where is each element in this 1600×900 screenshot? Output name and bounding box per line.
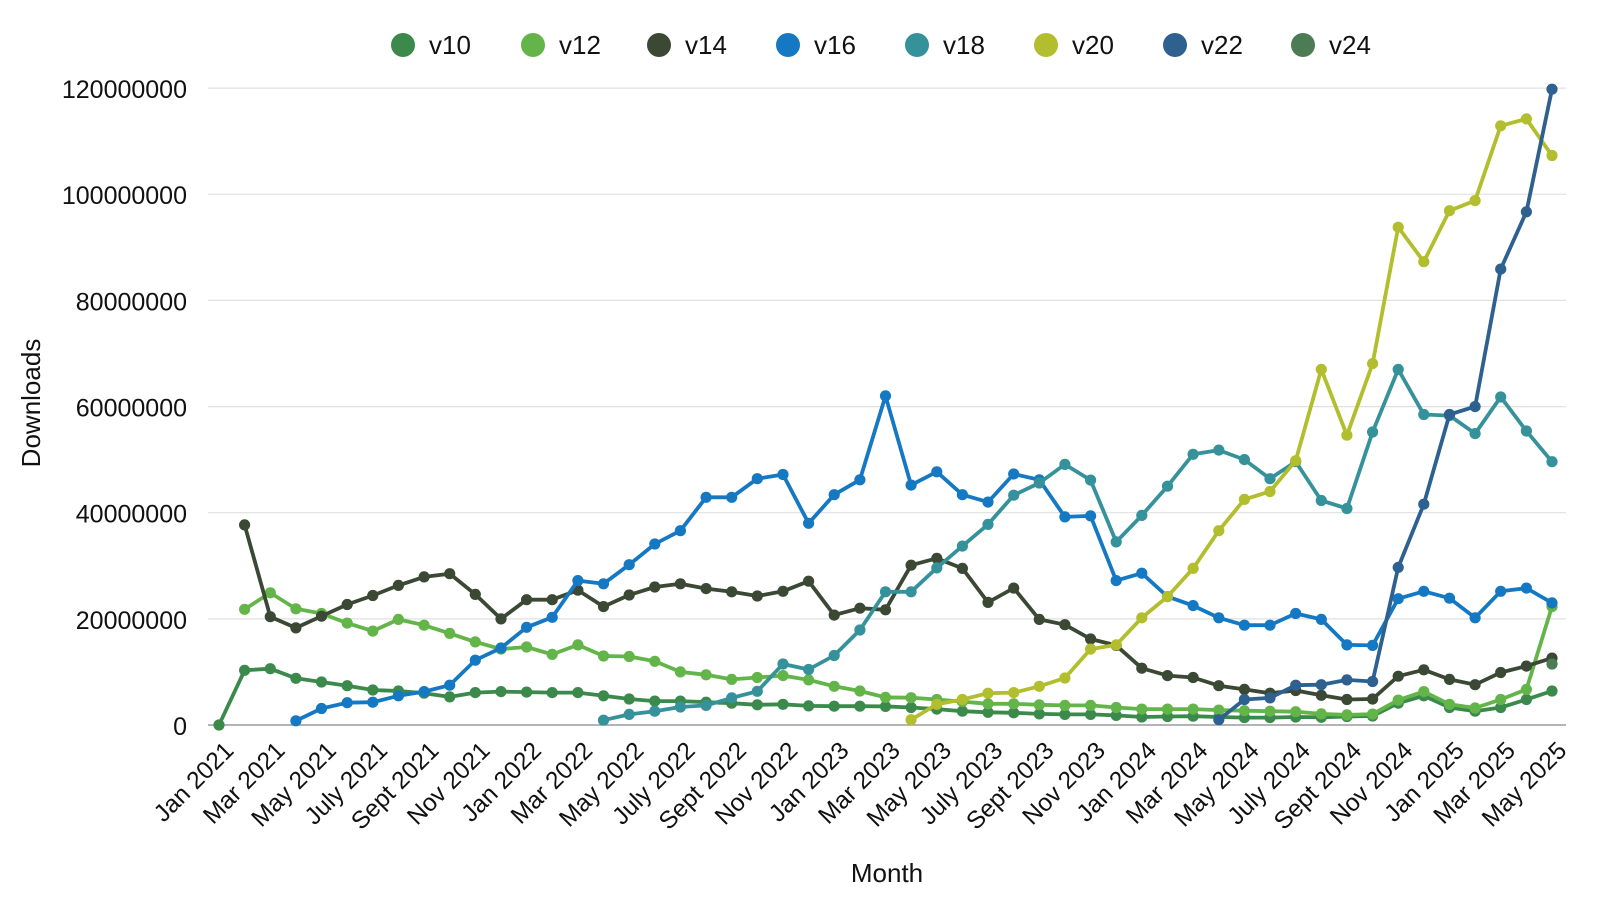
svg-text:0: 0: [173, 713, 187, 741]
svg-text:80000000: 80000000: [76, 288, 187, 316]
svg-text:40000000: 40000000: [76, 501, 187, 529]
svg-text:v10: v10: [429, 30, 471, 60]
svg-text:100000000: 100000000: [62, 182, 187, 210]
svg-text:v16: v16: [814, 30, 856, 60]
svg-text:Month: Month: [851, 858, 923, 888]
svg-text:120000000: 120000000: [62, 76, 187, 104]
svg-text:v12: v12: [559, 30, 601, 60]
svg-text:v24: v24: [1329, 30, 1371, 60]
svg-text:Downloads: Downloads: [16, 339, 46, 468]
svg-text:v18: v18: [943, 30, 985, 60]
svg-text:v14: v14: [685, 30, 727, 60]
svg-text:v20: v20: [1072, 30, 1114, 60]
svg-text:20000000: 20000000: [76, 607, 187, 635]
svg-text:60000000: 60000000: [76, 395, 187, 423]
svg-text:v22: v22: [1201, 30, 1243, 60]
